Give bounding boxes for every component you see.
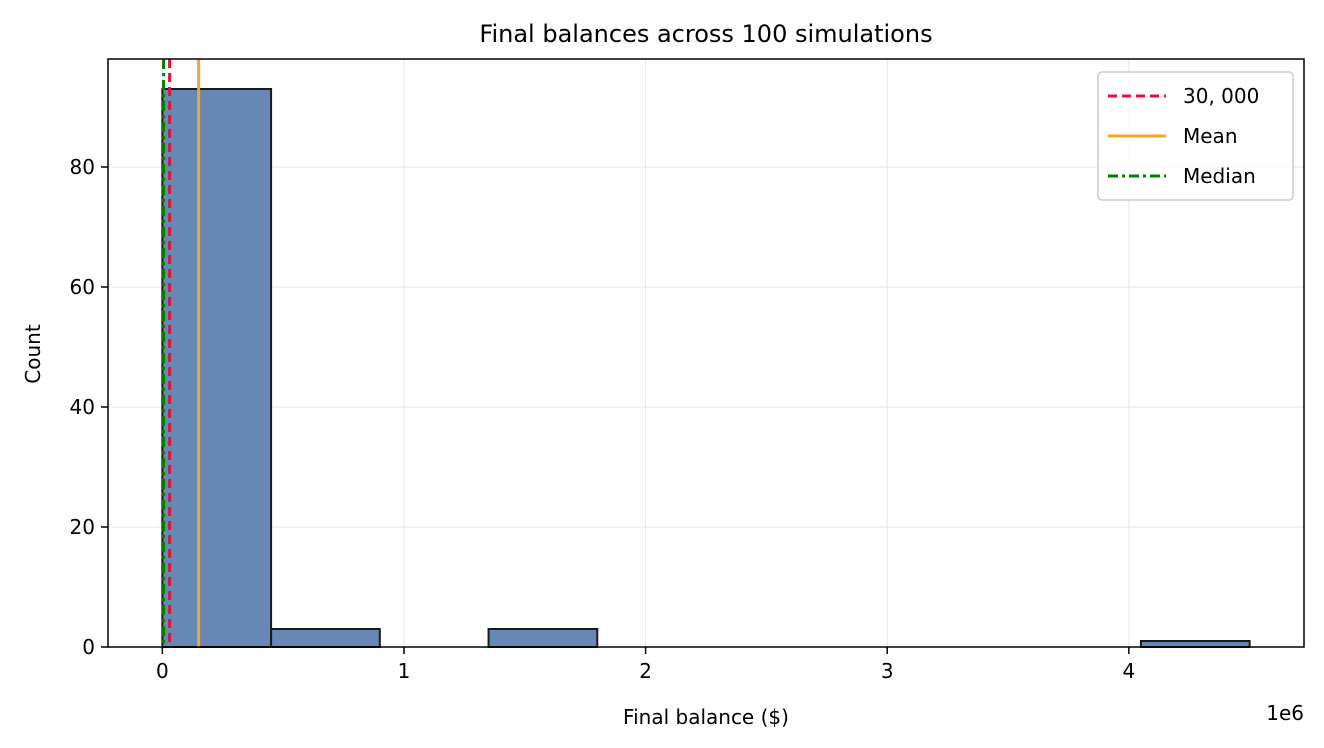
y-axis-label: Count (21, 324, 45, 384)
y-tick-label: 40 (70, 395, 95, 419)
legend-entry: Mean (1183, 124, 1238, 148)
histogram-bar (270, 628, 381, 648)
chart-title: Final balances across 100 simulations (479, 20, 932, 48)
y-axis-ticks: 0 20 40 60 80 (70, 155, 108, 659)
x-axis-offset-label: 1e6 (1266, 701, 1304, 725)
x-tick-label: 3 (881, 659, 894, 683)
x-tick-label: 2 (639, 659, 652, 683)
x-tick-label: 4 (1122, 659, 1135, 683)
legend: 30, 000 Mean Median (1097, 71, 1294, 201)
legend-box (1097, 71, 1294, 201)
y-tick-label: 60 (70, 275, 95, 299)
legend-entry: 30, 000 (1183, 84, 1259, 108)
histogram-bar (487, 628, 599, 648)
y-tick-label: 80 (70, 155, 95, 179)
x-tick-label: 1 (398, 659, 411, 683)
y-tick-label: 20 (70, 515, 95, 539)
plot-frame (107, 58, 1305, 648)
x-axis-label: Final balance ($) (623, 705, 789, 729)
histogram-bar (161, 88, 273, 648)
legend-entry: Median (1183, 164, 1256, 188)
x-axis-ticks: 0 1 2 3 4 (156, 647, 1135, 683)
y-tick-label: 0 (82, 635, 95, 659)
histogram-bar (1139, 640, 1251, 648)
x-tick-label: 0 (156, 659, 169, 683)
histogram-bars (161, 88, 1251, 648)
reference-lines (162, 59, 201, 647)
